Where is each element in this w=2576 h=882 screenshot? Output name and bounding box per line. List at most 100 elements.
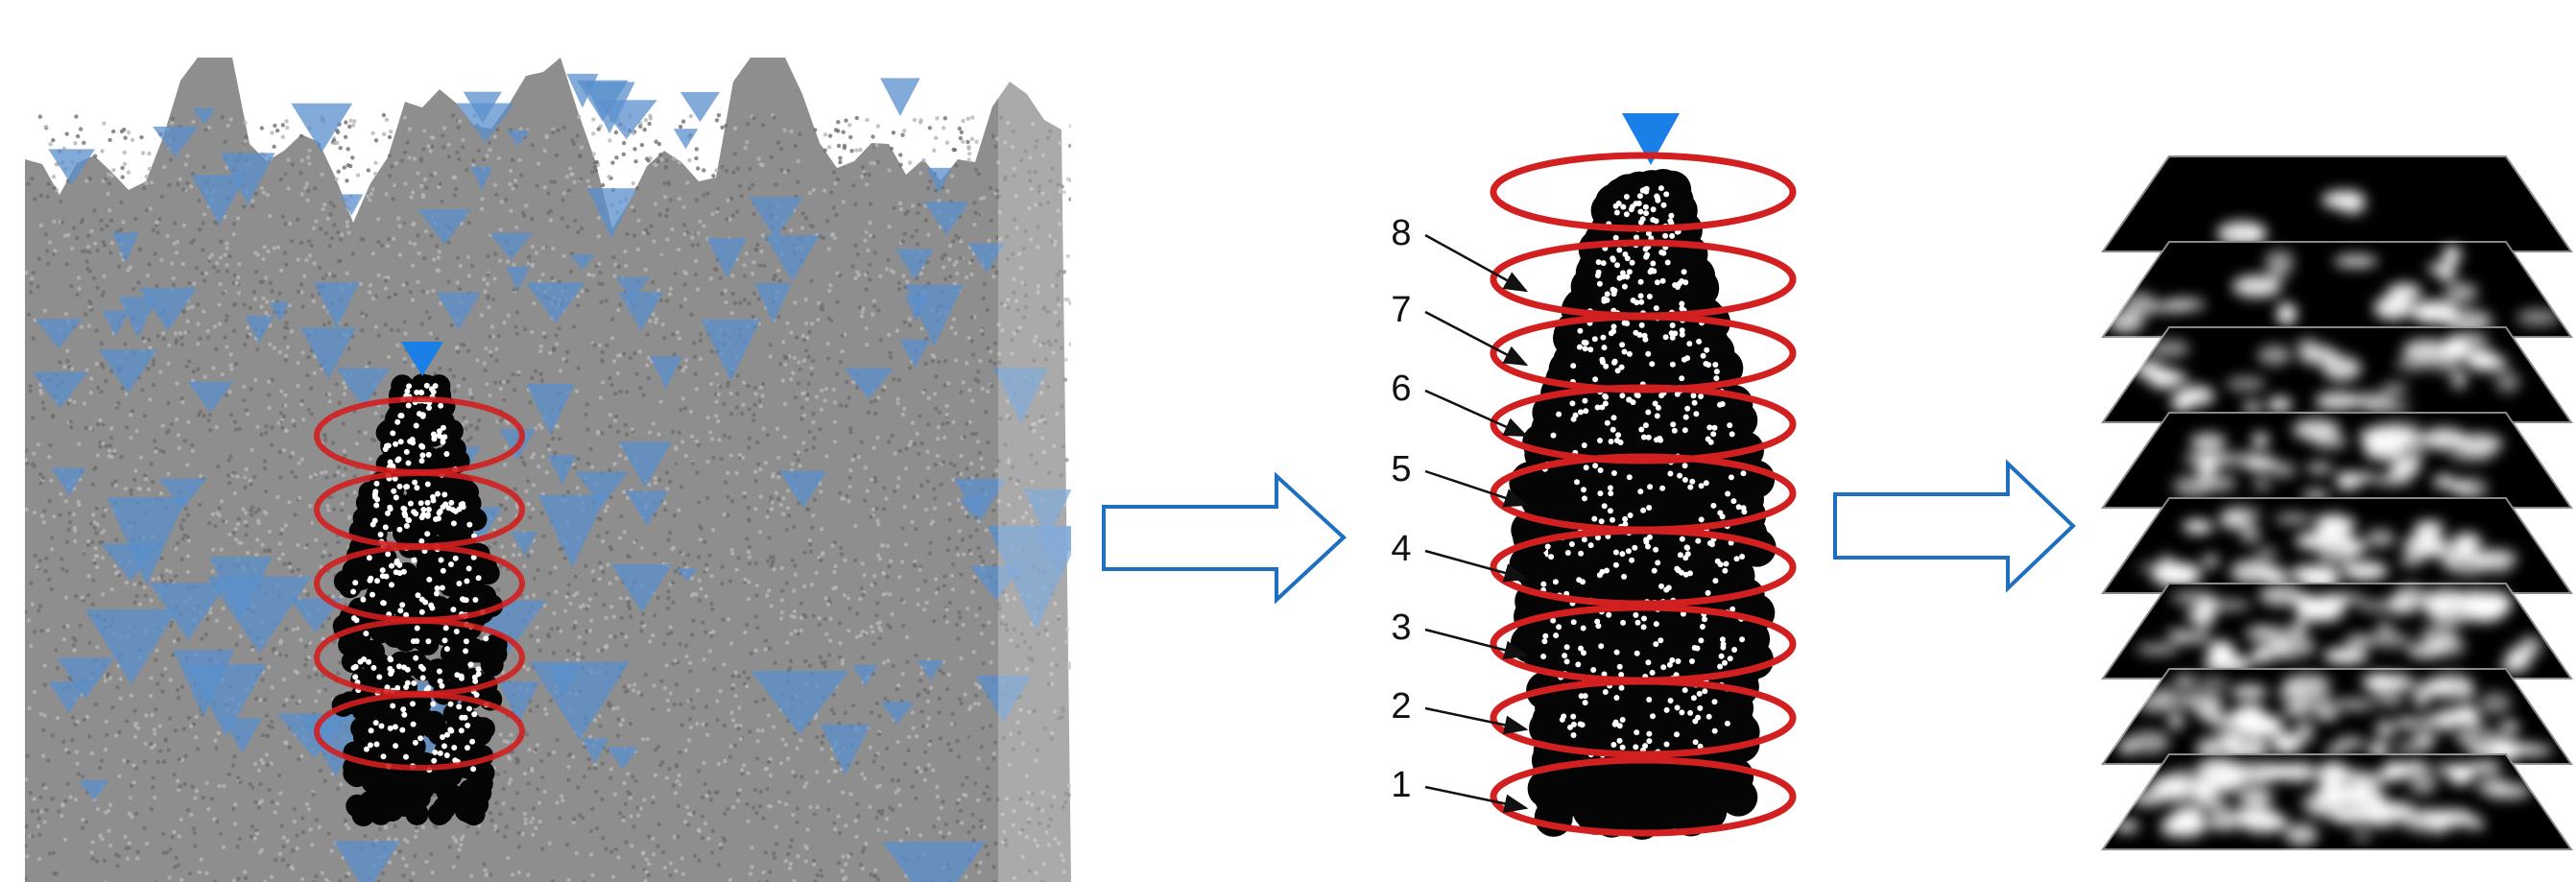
point	[107, 208, 111, 212]
point	[972, 838, 976, 842]
point	[456, 350, 460, 354]
point	[678, 642, 681, 646]
point	[823, 189, 826, 193]
point	[861, 630, 865, 633]
point	[155, 284, 158, 288]
point	[310, 294, 314, 298]
point	[314, 219, 318, 223]
point	[428, 316, 432, 320]
point	[254, 697, 258, 701]
point	[338, 660, 342, 664]
point	[100, 362, 104, 366]
point	[921, 158, 925, 162]
point	[498, 258, 502, 262]
point	[250, 824, 254, 828]
point	[908, 160, 912, 164]
point	[747, 446, 751, 450]
point	[684, 749, 688, 752]
point	[359, 237, 363, 241]
point	[179, 331, 182, 335]
point	[758, 804, 762, 808]
point	[865, 118, 869, 122]
point	[290, 569, 294, 573]
point	[942, 436, 946, 440]
point	[672, 156, 676, 160]
point	[812, 436, 816, 440]
point	[517, 158, 521, 162]
point	[608, 376, 611, 380]
point	[643, 128, 647, 131]
point	[767, 588, 771, 592]
point	[738, 453, 742, 457]
point	[225, 345, 228, 348]
point	[372, 439, 376, 442]
point	[584, 563, 587, 567]
point	[862, 306, 866, 310]
point	[887, 225, 891, 228]
point	[283, 222, 287, 226]
point	[174, 547, 178, 551]
point	[628, 555, 632, 559]
point	[959, 656, 963, 660]
point	[860, 772, 864, 775]
point	[775, 824, 778, 828]
point	[666, 632, 670, 636]
point	[26, 754, 30, 758]
point	[120, 166, 124, 170]
point	[562, 126, 566, 130]
point	[746, 122, 750, 126]
point	[883, 385, 887, 389]
point	[890, 612, 894, 616]
point	[223, 140, 227, 144]
point	[669, 691, 673, 695]
point	[829, 190, 833, 194]
point	[509, 209, 513, 213]
point	[604, 509, 608, 513]
point	[173, 865, 177, 869]
point	[937, 586, 941, 590]
point	[690, 632, 694, 636]
point	[960, 821, 964, 824]
point	[504, 507, 508, 511]
point	[853, 244, 857, 248]
point	[791, 462, 795, 465]
point	[226, 269, 229, 273]
point	[183, 754, 187, 758]
point	[957, 755, 961, 759]
point	[685, 180, 689, 184]
point	[339, 782, 343, 786]
point	[990, 550, 994, 554]
point	[776, 140, 780, 144]
point	[344, 120, 347, 124]
point	[717, 863, 721, 867]
point	[229, 368, 233, 371]
point	[179, 527, 183, 531]
point	[152, 577, 155, 581]
point	[785, 528, 789, 532]
point	[303, 663, 307, 667]
point	[992, 362, 996, 366]
point	[702, 168, 705, 172]
point	[259, 433, 263, 437]
point	[594, 169, 598, 173]
point	[498, 812, 502, 816]
point	[205, 617, 209, 621]
point	[63, 799, 67, 803]
point	[826, 356, 830, 360]
point	[669, 287, 673, 291]
point	[979, 555, 983, 559]
point	[972, 201, 976, 204]
point	[553, 565, 557, 569]
point	[690, 236, 694, 240]
point	[296, 671, 299, 675]
point	[148, 397, 152, 401]
point	[739, 194, 743, 198]
point	[916, 494, 919, 498]
point	[545, 135, 549, 139]
point	[412, 222, 416, 226]
point	[687, 738, 691, 742]
point	[737, 675, 741, 679]
point	[253, 511, 257, 514]
point	[131, 409, 134, 413]
point	[434, 825, 438, 829]
